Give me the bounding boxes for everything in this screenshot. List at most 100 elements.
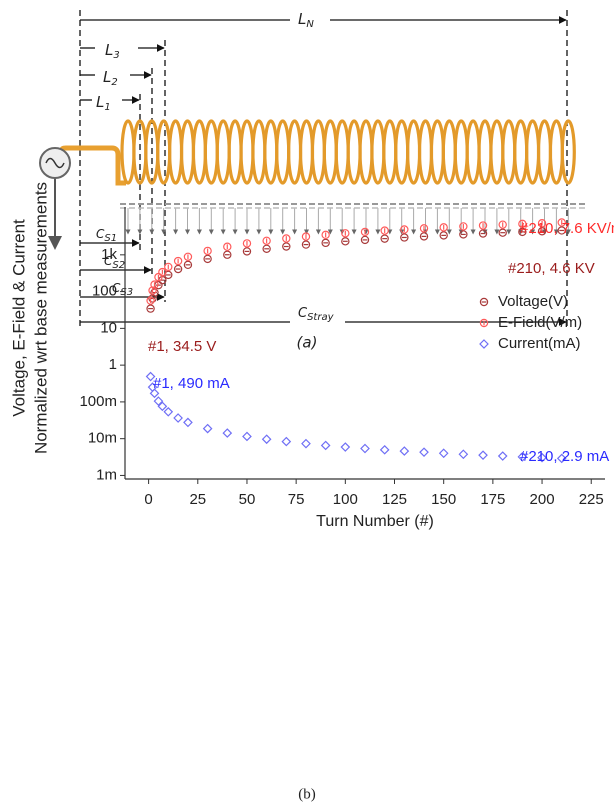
label-sub: N [306,19,314,30]
data-point [557,226,566,235]
y-tick-label: 1k [101,246,117,263]
point-shape [173,256,183,266]
data-point [242,431,252,442]
point-shape [518,227,527,237]
data-point [438,448,449,459]
point-shape [419,224,429,233]
data-point [149,388,160,399]
data-point [518,227,527,237]
data-point [340,442,351,452]
data-point [223,250,232,259]
point-shape [380,226,389,235]
point-shape [498,220,507,229]
data-point [158,267,167,277]
coil-turn [263,119,279,185]
point-shape [262,244,271,254]
label: CS1 [96,227,117,245]
legend-item: E-Field(V/m) [479,314,582,331]
label-main: L [103,68,111,86]
coil-turn [251,119,267,185]
coil-turn [358,119,374,185]
data-point [262,244,271,254]
point-shape [203,246,212,256]
coil-turn [310,119,326,185]
data-point [479,339,489,349]
x-tick-label: 100 [333,491,358,508]
coil-turn [513,119,529,185]
coil-turn [536,119,553,185]
point-shape [478,221,488,230]
data-point [281,436,292,447]
y-axis-label: Normalized wrt base measurements [31,182,50,454]
data-point [537,452,547,463]
data-point [173,264,183,274]
data-point [479,318,489,328]
data-point [379,444,390,455]
data-point [459,230,468,239]
label: LN [298,10,314,31]
length-arrows [80,16,567,326]
coil-turn [168,119,184,185]
data-point [321,238,330,248]
coil-turn [524,119,541,185]
point-shape [222,428,233,438]
point-shape [301,438,311,449]
x-tick-label: 0 [144,491,152,508]
data-point [183,417,193,428]
data-point [400,233,409,242]
data-point [400,225,409,234]
legend-item: Current(mA) [479,335,581,352]
coil-turn [406,119,422,185]
data-point [459,222,468,231]
point-shape [149,388,160,399]
data-point [360,227,370,237]
point-shape [459,222,468,231]
point-shape [360,443,370,454]
point-shape [419,232,429,241]
coil-turn [382,119,398,185]
legend-item: Voltage(V) [479,293,568,310]
label-main: C [298,306,308,321]
data-point [183,252,193,262]
legend-label: Voltage(V) [498,293,568,310]
coil-turn [441,119,457,185]
point-shape [479,339,489,349]
data-point [282,242,291,251]
data-point [537,219,547,228]
data-point [173,256,183,266]
legend-label: Current(mA) [498,335,581,352]
x-tick-label: 175 [480,491,505,508]
data-point [164,262,173,272]
data-point [145,371,156,382]
y-tick-label: 1m [96,466,117,483]
coil-turn [429,119,445,185]
coil-turn [346,119,362,185]
point-shape [517,452,528,462]
point-shape [419,447,429,458]
coil [120,119,585,235]
point-shape [537,227,547,236]
data-point [183,260,193,270]
data-point [380,226,389,235]
point-shape [537,452,547,463]
label: CS3 [112,281,133,299]
label-main: C [112,281,121,295]
x-tick-label: 200 [530,491,555,508]
data-point [148,286,157,295]
coil-turn [417,119,434,185]
point-shape [399,446,410,456]
label: L3 [105,41,120,62]
coil-turn [120,119,136,185]
point-shape [173,413,183,423]
x-tick-label: 75 [288,491,305,508]
point-shape [164,262,173,272]
data-point [498,220,507,229]
point-shape [148,294,157,303]
x-tick-label: 50 [239,491,256,508]
data-point [478,229,488,238]
point-shape [183,260,193,270]
annotation: #1, 34.5 V [148,338,216,355]
label: CS2 [104,254,125,272]
data-point [282,234,291,243]
